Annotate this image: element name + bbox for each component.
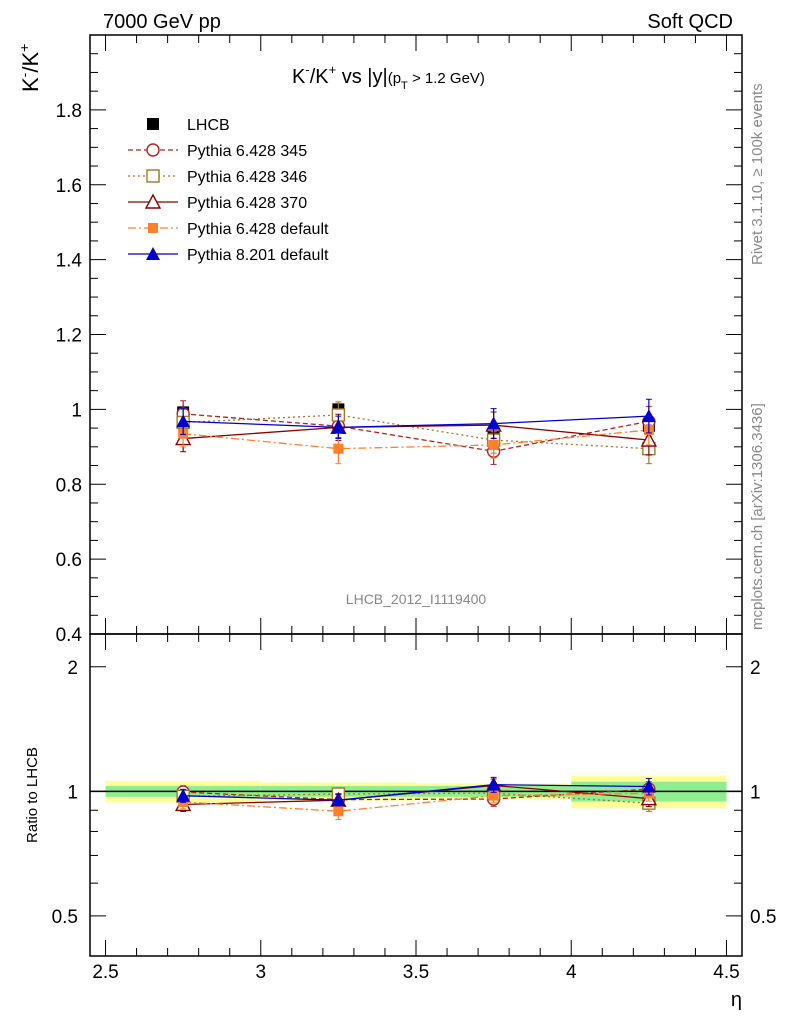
y-tick-label: 0.8: [56, 475, 82, 496]
axis-ticks: 2.5 3 3.5 4 4.5 0.4 0.6 0.8 1 1.2 1.4 1.6 1.8 0.5 0.5 1…: [52, 34, 776, 983]
ratio-tick-label: 2: [67, 658, 78, 679]
ratio-tick-label-right: 0.5: [750, 907, 776, 928]
series-point: [331, 793, 346, 807]
series-point: [488, 790, 499, 801]
y-tick-label: 0.6: [56, 550, 82, 571]
legend-item: Pythia 6.428 default: [128, 221, 329, 238]
ratio-tick-label-right: 1: [750, 782, 761, 803]
y-tick-label: 1.8: [56, 101, 82, 122]
series-lhcb: [177, 401, 655, 445]
mcplots-label: mcplots.cern.ch [arXiv:1306.3436]: [749, 403, 766, 630]
x-tick-label: 4.5: [713, 962, 739, 983]
legend-item: LHCB: [147, 117, 230, 134]
series-line: [183, 424, 649, 441]
series-point: [176, 788, 191, 802]
series-point: [486, 777, 501, 791]
y-tick-label: 1: [71, 400, 82, 421]
series-line: [183, 415, 649, 428]
y-tick-label: 1.2: [56, 326, 82, 347]
series-point: [486, 416, 501, 430]
legend: LHCB Pythia 6.428 345 Pythia 6.428 346 Pyth…: [128, 117, 329, 264]
ratio-tick-label-right: 2: [750, 658, 761, 679]
series-line: [183, 784, 649, 801]
series-point: [331, 420, 346, 434]
legend-item: Pythia 6.428 345: [128, 143, 307, 160]
y-tick-label: 1.6: [56, 176, 82, 197]
y-tick-label: 0.4: [56, 625, 83, 646]
x-tick-label: 3: [255, 962, 266, 983]
legend-marker: [144, 193, 162, 209]
legend-marker: [147, 118, 159, 130]
legend-label: Pythia 6.428 346: [187, 169, 307, 186]
series-line: [183, 413, 649, 452]
legend-item: Pythia 8.201 default: [128, 247, 329, 264]
legend-label: LHCB: [187, 117, 230, 134]
series-line: [183, 414, 649, 450]
ratio-tick-label: 1: [67, 782, 78, 803]
series-pythia-6-428-346: [176, 401, 656, 465]
x-tick-label: 2.5: [92, 962, 118, 983]
header-left: 7000 GeV pp: [103, 11, 221, 33]
legend-marker: [148, 223, 158, 233]
legend-marker: [146, 143, 160, 157]
series-point: [641, 779, 656, 793]
ratio-panel-frame: [89, 633, 743, 957]
analysis-id: LHCB_2012_I1119400: [346, 591, 487, 607]
legend-item: Pythia 6.428 370: [128, 193, 307, 212]
y-axis-label: K-/K+: [16, 44, 43, 92]
x-tick-label: 3.5: [403, 962, 429, 983]
series-point: [333, 443, 344, 454]
ratio-series-pythia-8-201-default: [176, 776, 656, 807]
series-point: [488, 439, 499, 450]
plot-title: K-/K+ vs |y|(pT > 1.2 GeV): [292, 62, 485, 92]
legend-marker: [146, 169, 160, 183]
series-line: [183, 792, 649, 812]
legend-label: Pythia 6.428 345: [187, 143, 307, 160]
legend-item: Pythia 6.428 346: [128, 169, 307, 186]
legend-label: Pythia 8.201 default: [187, 247, 329, 264]
series-point: [176, 414, 191, 428]
x-tick-label: 4: [566, 962, 577, 983]
x-axis-label: η: [731, 989, 742, 1011]
series-pythia-8-201-default: [176, 398, 656, 440]
y-tick-label: 1.4: [56, 251, 83, 272]
ratio-tick-label: 0.5: [52, 907, 78, 928]
legend-marker: [146, 247, 160, 260]
rivet-label: Rivet 3.1.10, ≥ 100k events: [749, 83, 766, 265]
series-point: [333, 806, 344, 817]
ratio-axis-label: Ratio to LHCB: [24, 747, 41, 843]
series-pythia-6-428-345: [176, 400, 656, 465]
legend-label: Pythia 6.428 default: [187, 221, 329, 238]
header-right: Soft QCD: [647, 11, 733, 33]
series-point: [641, 409, 656, 423]
series-layer: [174, 398, 658, 820]
legend-label: Pythia 6.428 370: [187, 195, 307, 212]
series-line: [183, 429, 649, 450]
